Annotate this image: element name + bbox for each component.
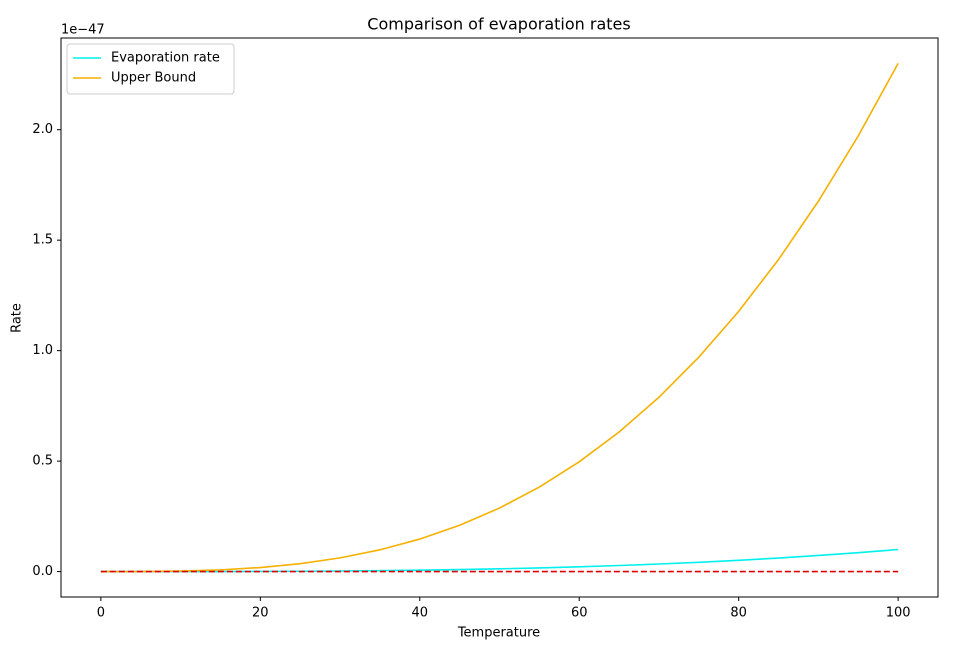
legend-label: Evaporation rate	[111, 51, 220, 66]
x-tick-label: 40	[411, 606, 428, 621]
x-tick-label: 60	[571, 606, 588, 621]
x-tick-label: 0	[97, 606, 105, 621]
y-axis-label: Rate	[10, 303, 25, 333]
y-tick-label: 1.0	[32, 343, 53, 358]
y-offset-label: 1e−47	[61, 23, 105, 38]
y-tick-label: 2.0	[32, 122, 53, 137]
x-tick-label: 20	[252, 606, 269, 621]
y-tick-label: 0.5	[32, 454, 53, 469]
legend-label: Upper Bound	[111, 71, 196, 86]
series-line	[100, 63, 899, 573]
series-line	[100, 548, 899, 573]
chart-title: Comparison of evaporation rates	[367, 15, 630, 34]
plot-frame	[60, 37, 939, 598]
x-axis-label: Temperature	[457, 626, 540, 641]
x-tick-label: 100	[886, 606, 911, 621]
x-tick-label: 80	[730, 606, 747, 621]
legend-box	[66, 43, 235, 95]
y-tick-label: 1.5	[32, 233, 53, 248]
y-tick-label: 0.0	[32, 564, 53, 579]
